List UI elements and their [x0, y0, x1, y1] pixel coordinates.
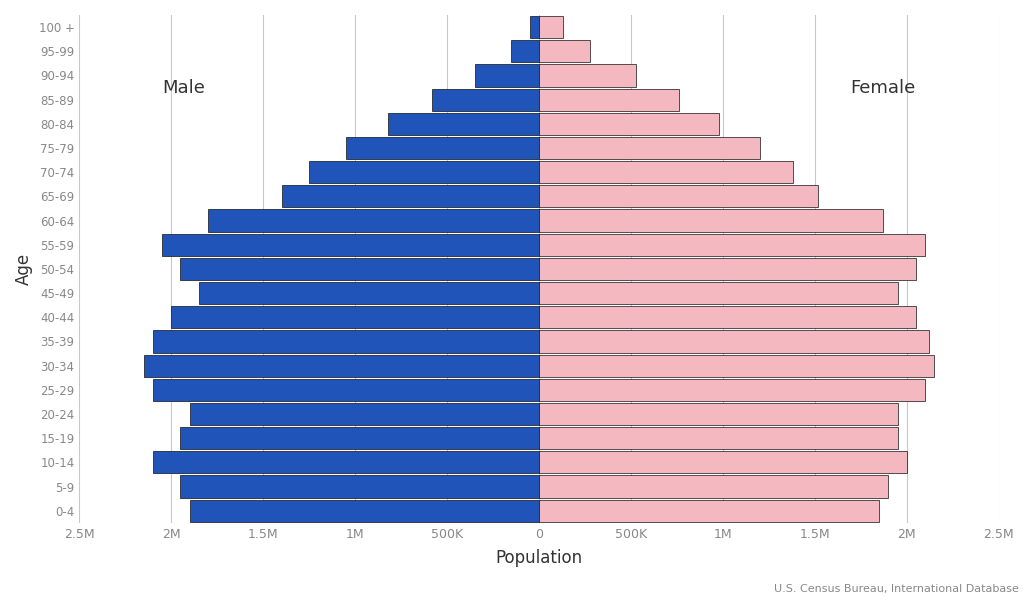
Bar — [539, 64, 637, 86]
Bar — [180, 427, 539, 449]
Bar — [539, 403, 897, 425]
X-axis label: Population: Population — [495, 549, 582, 567]
Bar — [539, 209, 883, 232]
Bar — [346, 137, 539, 159]
Bar — [144, 355, 539, 377]
Bar — [539, 16, 563, 38]
Bar — [474, 64, 539, 86]
Bar — [189, 403, 539, 425]
Bar — [162, 233, 539, 256]
Bar — [282, 185, 539, 208]
Bar — [539, 427, 897, 449]
Bar — [539, 137, 759, 159]
Bar — [539, 282, 897, 304]
Text: U.S. Census Bureau, International Database: U.S. Census Bureau, International Databa… — [774, 584, 1019, 594]
Y-axis label: Age: Age — [15, 253, 33, 285]
Bar — [539, 113, 719, 135]
Bar — [180, 258, 539, 280]
Bar — [539, 40, 591, 62]
Bar — [539, 161, 792, 184]
Bar — [511, 40, 539, 62]
Bar — [539, 379, 925, 401]
Bar — [180, 475, 539, 497]
Bar — [539, 331, 929, 353]
Bar — [539, 89, 679, 111]
Bar — [530, 16, 539, 38]
Text: Male: Male — [162, 79, 205, 97]
Bar — [153, 451, 539, 473]
Bar — [539, 451, 907, 473]
Bar — [539, 500, 879, 522]
Bar — [539, 258, 916, 280]
Bar — [189, 500, 539, 522]
Bar — [208, 209, 539, 232]
Bar — [539, 355, 934, 377]
Bar — [539, 475, 888, 497]
Bar — [199, 282, 539, 304]
Bar — [539, 306, 916, 328]
Text: Female: Female — [851, 79, 916, 97]
Bar — [309, 161, 539, 184]
Bar — [171, 306, 539, 328]
Bar — [539, 185, 818, 208]
Bar — [153, 331, 539, 353]
Bar — [432, 89, 539, 111]
Bar — [539, 233, 925, 256]
Bar — [388, 113, 539, 135]
Bar — [153, 379, 539, 401]
